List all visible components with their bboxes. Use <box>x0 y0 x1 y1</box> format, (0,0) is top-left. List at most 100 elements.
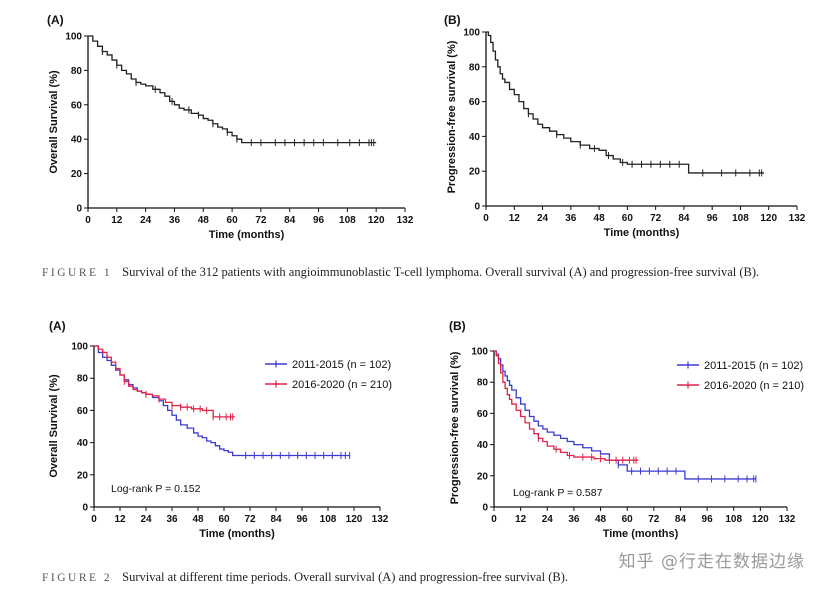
y-tick-label: 60 <box>477 409 489 420</box>
x-tick-label: 120 <box>760 213 777 224</box>
x-tick-label: 132 <box>779 514 796 525</box>
x-tick-label: 72 <box>244 514 256 525</box>
x-tick-label: 48 <box>192 514 204 525</box>
y-tick-label: 0 <box>474 202 480 213</box>
y-tick-label: 20 <box>71 169 83 180</box>
y-tick-label: 60 <box>77 406 89 417</box>
figure1-caption-label: FIGURE 1 <box>42 267 113 279</box>
x-tick-label: 12 <box>114 514 126 525</box>
survival-curve-1 <box>88 35 377 144</box>
y-axis-title: Progression-free survival (%) <box>449 351 461 504</box>
x-tick-label: 84 <box>678 213 690 224</box>
x-axis-title: Time (months) <box>604 227 680 239</box>
y-tick-label: 0 <box>76 204 82 215</box>
y-tick-label: 20 <box>469 167 481 178</box>
x-tick-label: 24 <box>537 213 549 224</box>
y-axis-title: Overall Survival (%) <box>48 374 60 478</box>
x-tick-label: 12 <box>111 215 123 226</box>
figure1-caption-text: Survival of the 312 patients with angioi… <box>122 265 760 279</box>
x-tick-label: 36 <box>568 514 580 525</box>
x-tick-label: 24 <box>542 514 554 525</box>
x-tick-label: 36 <box>166 514 178 525</box>
y-tick-label: 40 <box>77 438 89 449</box>
y-tick-label: 0 <box>82 503 88 514</box>
x-tick-label: 0 <box>483 213 489 224</box>
survival-curve-1 <box>486 31 765 174</box>
x-tick-label: 0 <box>91 514 97 525</box>
x-tick-label: 12 <box>515 514 527 525</box>
survival-curve-1 <box>494 350 756 480</box>
y-tick-label: 100 <box>463 28 480 39</box>
watermark: 知乎 @行走在数据边缘 <box>618 552 805 572</box>
x-tick-label: 48 <box>594 213 606 224</box>
figure2-caption: FIGURE 2 Survival at different time perio… <box>42 570 568 585</box>
x-tick-label: 36 <box>169 215 181 226</box>
panel-label: (A) <box>49 319 66 333</box>
x-tick-label: 132 <box>372 514 389 525</box>
logrank-annotation: Log-rank P = 0.587 <box>513 487 603 499</box>
figure2-caption-label: FIGURE 2 <box>42 572 113 584</box>
x-tick-label: 96 <box>313 215 325 226</box>
x-axis-title: Time (months) <box>603 528 679 540</box>
legend-label: 2016-2020 (n = 210) <box>292 379 392 391</box>
y-tick-label: 20 <box>77 470 89 481</box>
x-tick-label: 108 <box>320 514 337 525</box>
x-tick-label: 72 <box>648 514 660 525</box>
panel-label: (B) <box>449 319 466 333</box>
y-tick-label: 40 <box>469 132 481 143</box>
x-axis-title: Time (months) <box>199 528 275 540</box>
x-tick-label: 84 <box>284 215 296 226</box>
x-tick-label: 48 <box>198 215 210 226</box>
x-axis-title: Time (months) <box>209 229 285 241</box>
y-tick-label: 100 <box>471 347 488 358</box>
y-tick-label: 40 <box>71 135 83 146</box>
survival-curve-2 <box>494 350 639 461</box>
x-tick-label: 48 <box>595 514 607 525</box>
f2a-chart: (A) 0 12 24 36 48 60 72 84 96 108 120 132 0 20 40 60 80 10… <box>48 319 392 540</box>
panel-label: (B) <box>444 13 461 27</box>
y-tick-label: 60 <box>71 100 83 111</box>
y-tick-label: 100 <box>71 342 88 353</box>
f2b-chart: (B) 0 12 24 36 48 60 72 84 96 108 120 132 0 20 40 60 80 10… <box>449 319 804 540</box>
x-tick-label: 108 <box>732 213 749 224</box>
survival-curve-2 <box>94 345 235 418</box>
x-tick-label: 132 <box>397 215 414 226</box>
y-tick-label: 40 <box>477 440 489 451</box>
x-tick-label: 36 <box>565 213 577 224</box>
y-tick-label: 80 <box>71 66 83 77</box>
y-tick-label: 80 <box>469 62 481 73</box>
f1b-chart: (B) 0 12 24 36 48 60 72 84 96 108 120 132 0 20 40 60 80 10… <box>444 13 806 239</box>
x-tick-label: 60 <box>218 514 230 525</box>
x-tick-label: 120 <box>368 215 385 226</box>
figure2-caption-text: Survival at different time periods. Over… <box>122 570 568 584</box>
x-tick-label: 60 <box>622 514 634 525</box>
y-tick-label: 20 <box>477 471 489 482</box>
x-tick-label: 12 <box>509 213 521 224</box>
panel-label: (A) <box>47 13 64 27</box>
y-tick-label: 60 <box>469 97 481 108</box>
x-tick-label: 120 <box>346 514 363 525</box>
legend-label: 2011-2015 (n = 102) <box>292 359 391 371</box>
legend-label: 2016-2020 (n = 210) <box>704 380 804 392</box>
x-tick-label: 24 <box>140 215 152 226</box>
x-tick-label: 0 <box>85 215 91 226</box>
x-tick-label: 108 <box>339 215 356 226</box>
y-tick-label: 80 <box>77 374 89 385</box>
x-tick-label: 72 <box>255 215 267 226</box>
y-tick-label: 80 <box>477 378 489 389</box>
x-tick-label: 132 <box>789 213 806 224</box>
f1a-chart: (A) 0 12 24 36 48 60 72 84 96 108 120 132 0 20 40 60 80 10… <box>47 13 414 241</box>
x-tick-label: 108 <box>725 514 742 525</box>
x-tick-label: 96 <box>707 213 719 224</box>
x-tick-label: 24 <box>140 514 152 525</box>
x-tick-label: 60 <box>622 213 634 224</box>
y-tick-label: 0 <box>482 503 488 514</box>
y-tick-label: 100 <box>65 32 82 43</box>
x-tick-label: 84 <box>270 514 282 525</box>
x-tick-label: 96 <box>702 514 714 525</box>
logrank-annotation: Log-rank P = 0.152 <box>111 483 201 495</box>
survival-curve-1 <box>94 345 350 457</box>
y-axis-title: Overall Survival (%) <box>48 70 60 174</box>
y-axis-title: Progression-free survival (%) <box>446 40 458 193</box>
